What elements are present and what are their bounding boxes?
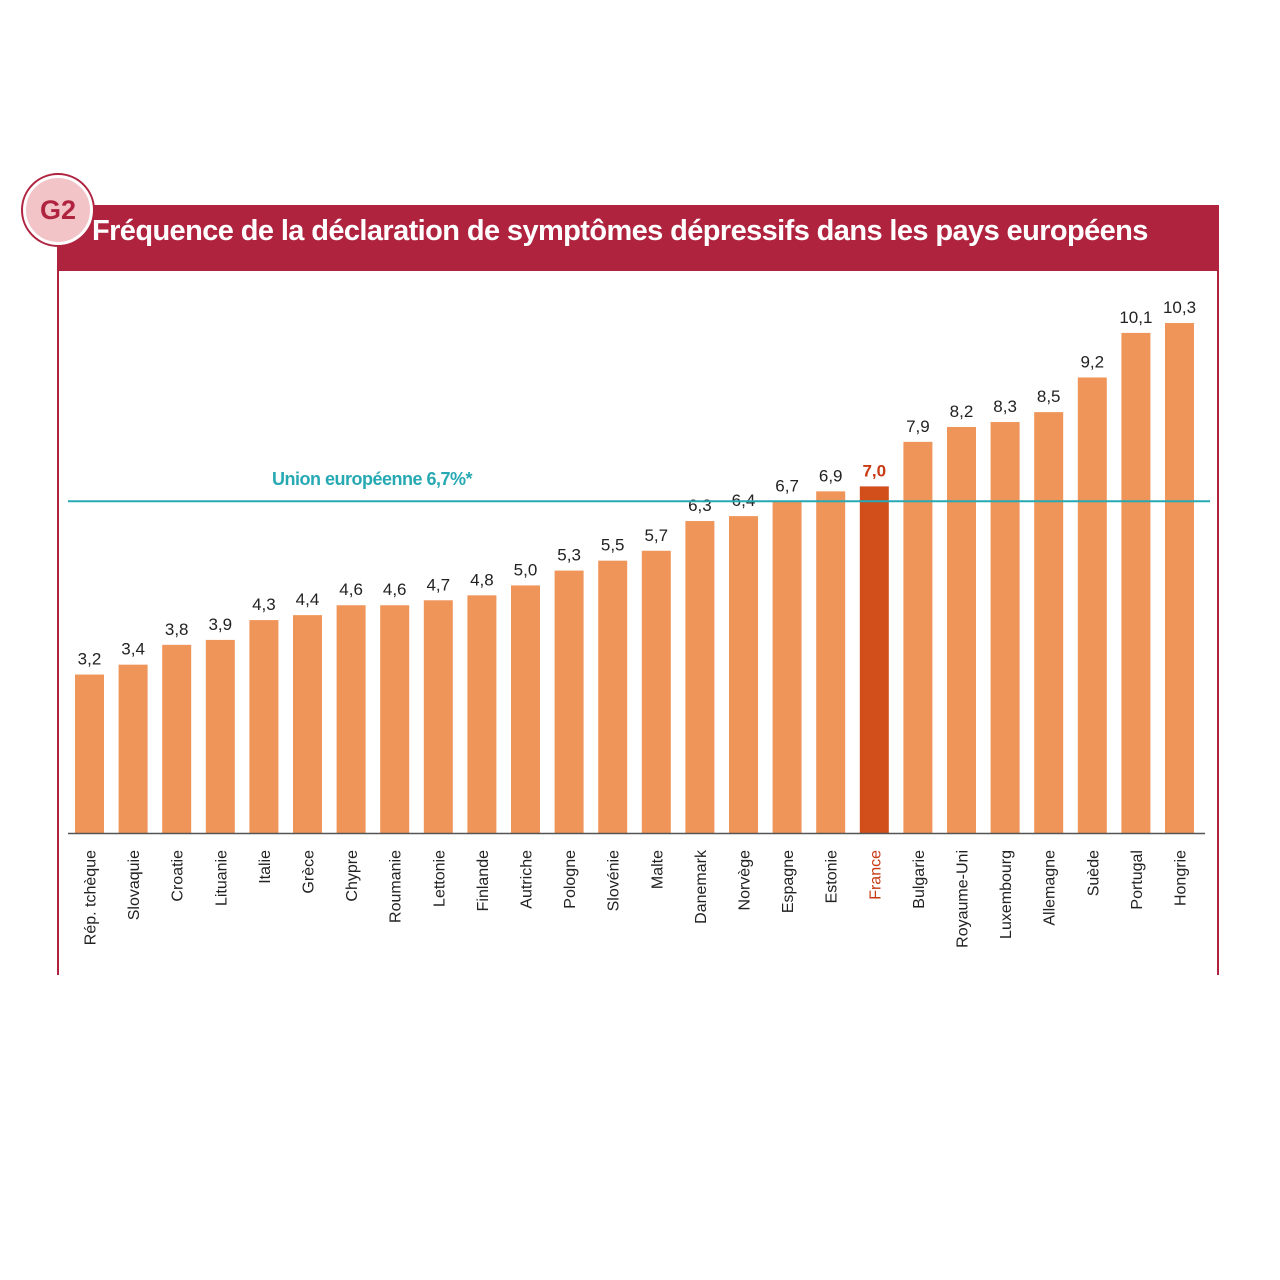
data-label: 3,9 [208, 615, 232, 634]
data-label: 8,5 [1037, 387, 1061, 406]
category-label: Danemark [693, 849, 710, 924]
data-label: 4,4 [296, 590, 320, 609]
bar [903, 441, 933, 833]
data-label: 5,7 [644, 526, 668, 545]
bar [118, 664, 148, 833]
bar [380, 605, 410, 833]
data-label: 3,2 [78, 650, 102, 669]
category-label: Finlande [475, 850, 492, 911]
bar [685, 521, 715, 833]
data-label: 10,3 [1163, 298, 1196, 317]
category-label: Autriche [519, 850, 536, 909]
bar [205, 639, 235, 833]
bar [1034, 412, 1064, 833]
category-label: France [867, 850, 884, 900]
data-label: 8,3 [993, 397, 1017, 416]
bar [990, 422, 1020, 833]
category-label: Portugal [1129, 850, 1146, 910]
bar [729, 516, 758, 833]
data-label: 5,3 [557, 546, 581, 565]
category-label: Grèce [301, 850, 318, 894]
category-label: Malte [649, 850, 666, 889]
data-label: 5,5 [601, 536, 625, 555]
bar [336, 605, 366, 833]
category-label: Royaume-Uni [955, 850, 972, 948]
figure-badge-label: G2 [39, 194, 77, 225]
data-label: 4,3 [252, 595, 276, 614]
bar [1121, 332, 1151, 833]
data-label: 4,6 [383, 580, 407, 599]
bar [554, 570, 584, 833]
bar [1077, 377, 1107, 833]
category-label: Allemagne [1042, 850, 1059, 926]
category-label: Suède [1085, 850, 1102, 896]
category-label: Croatie [170, 850, 187, 902]
data-label: 6,9 [819, 466, 843, 485]
title-band [57, 205, 1219, 271]
category-label: Chypre [344, 850, 361, 902]
bar [467, 595, 497, 833]
category-label: Hongrie [1173, 850, 1190, 906]
data-label: 6,3 [688, 496, 712, 515]
bar [816, 491, 846, 833]
category-label: Rép. tchèque [83, 850, 100, 945]
category-label: Slovénie [606, 850, 623, 911]
data-label: 10,1 [1119, 308, 1152, 327]
bar [772, 501, 802, 833]
eu-average-label: Union européenne 6,7%* [272, 469, 473, 489]
category-label: Slovaquie [126, 850, 143, 920]
bar [859, 486, 889, 833]
category-label: Bulgarie [911, 850, 928, 909]
bar [511, 585, 540, 833]
category-label: Roumanie [388, 850, 405, 923]
category-label: Estonie [824, 850, 841, 903]
category-label: Norvège [737, 850, 754, 911]
figure-badge: G2 [23, 175, 93, 245]
chart-title: Fréquence de la déclaration de symptômes… [92, 215, 1148, 247]
chart-frame [57, 205, 1219, 975]
category-label: Espagne [780, 850, 797, 913]
bar [423, 600, 453, 833]
bar [598, 560, 628, 833]
bar [75, 674, 104, 833]
data-label: 4,7 [426, 575, 450, 594]
data-label: 7,9 [906, 417, 930, 436]
category-label: Lettonie [431, 850, 448, 907]
bar [293, 615, 322, 833]
bar [162, 644, 192, 833]
bar [1165, 323, 1194, 833]
data-label: 7,0 [862, 461, 886, 480]
category-label: Lituanie [213, 850, 230, 906]
category-label: Pologne [562, 850, 579, 909]
data-label: 3,4 [121, 640, 145, 659]
data-label: 8,2 [950, 402, 974, 421]
bar [641, 550, 671, 833]
bar [249, 620, 279, 833]
data-label: 9,2 [1080, 352, 1104, 371]
data-label: 5,0 [514, 560, 538, 579]
category-label: Italie [257, 850, 274, 884]
bar [947, 426, 976, 833]
data-label: 4,8 [470, 570, 494, 589]
data-label: 3,8 [165, 620, 189, 639]
data-label: 6,7 [775, 476, 799, 495]
data-label: 4,6 [339, 580, 363, 599]
category-label: Luxembourg [998, 850, 1015, 939]
